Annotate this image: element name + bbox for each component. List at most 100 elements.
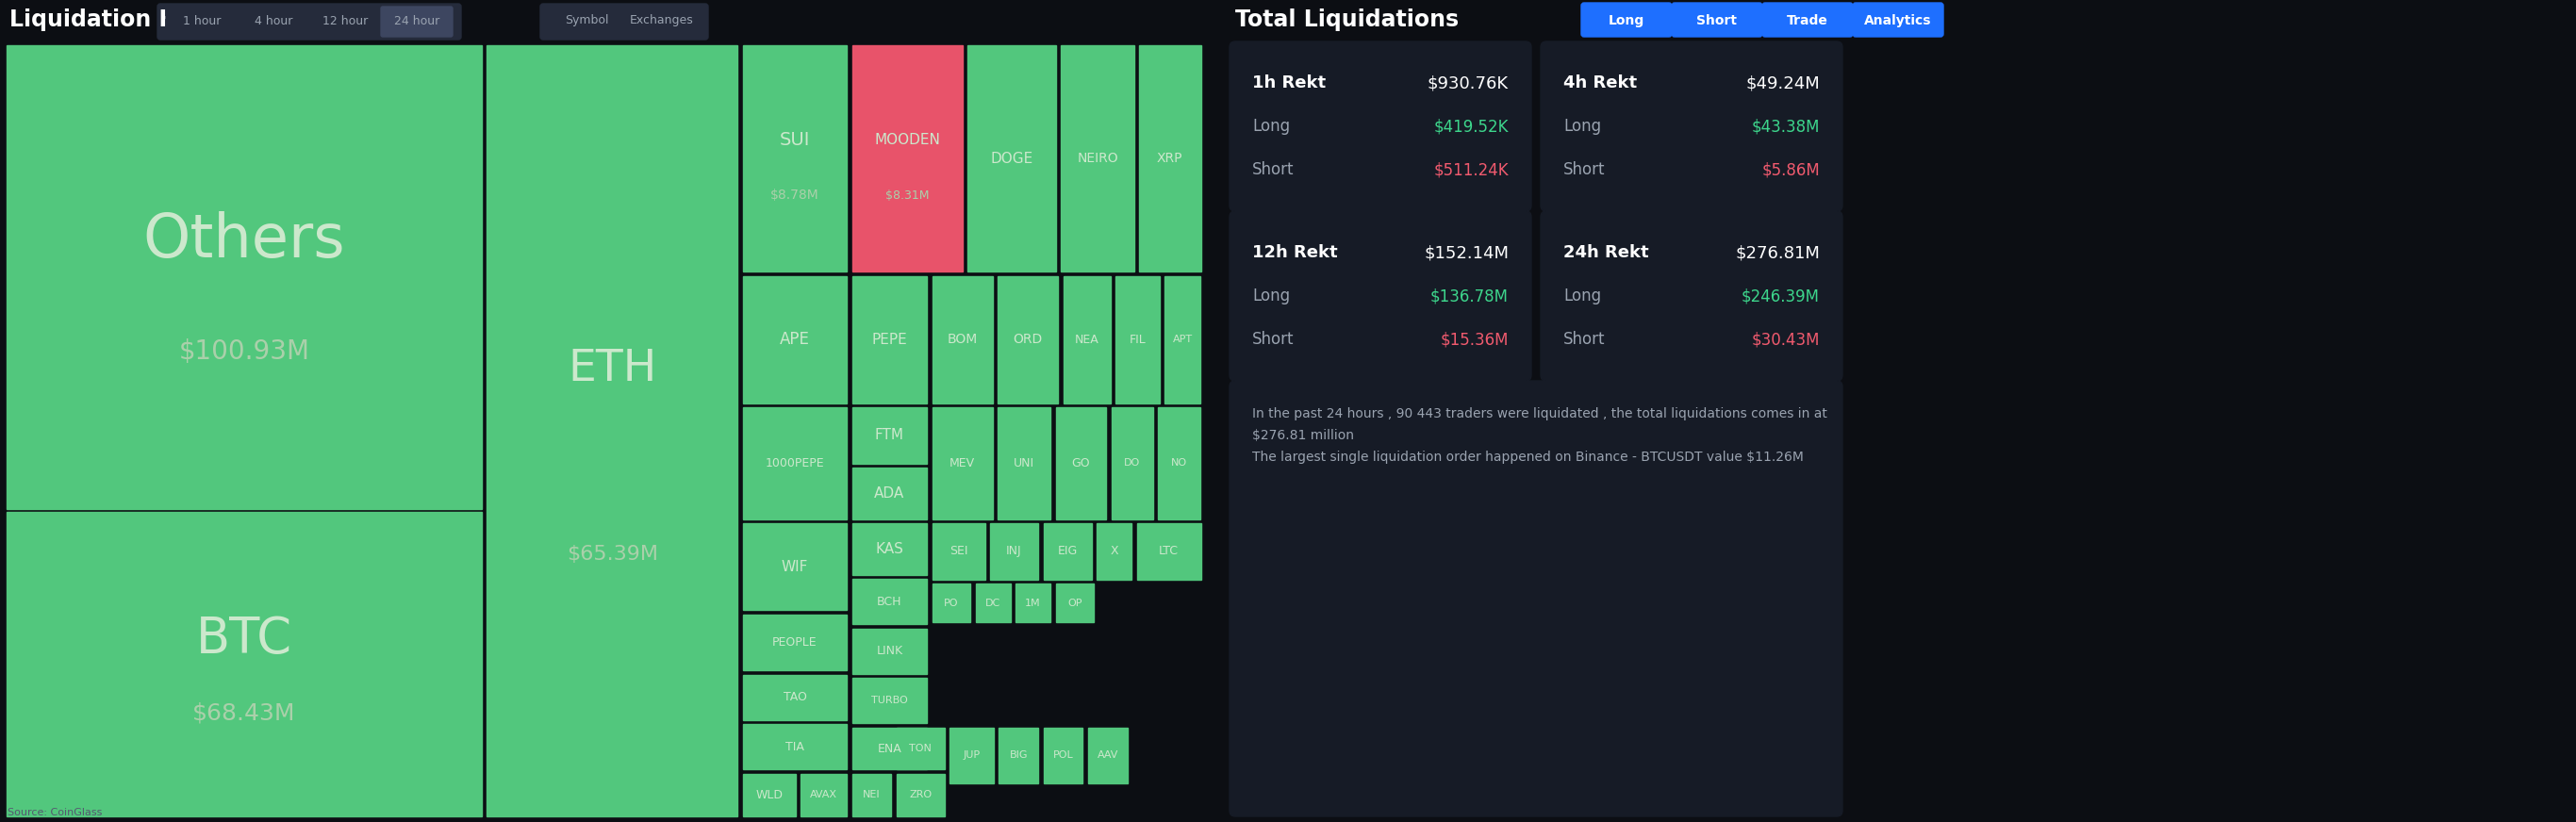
Text: WIF: WIF [781, 560, 809, 574]
Bar [933, 276, 992, 403]
Bar [742, 408, 848, 519]
Bar [742, 724, 848, 769]
Text: BIG: BIG [1010, 750, 1028, 760]
Bar [933, 524, 984, 580]
Text: TON: TON [909, 744, 933, 753]
Text: BTC: BTC [196, 615, 291, 664]
Text: JUP: JUP [963, 750, 981, 760]
Bar [1043, 727, 1082, 783]
Bar [933, 408, 992, 519]
Text: UNI: UNI [1015, 457, 1036, 469]
Bar [951, 727, 994, 783]
Text: EIG: EIG [1059, 545, 1077, 557]
Text: TURBO: TURBO [871, 696, 907, 705]
Text: 4 hour: 4 hour [255, 15, 294, 27]
Text: LTC: LTC [1159, 545, 1180, 557]
Text: INJ: INJ [1007, 545, 1023, 557]
Text: ADA: ADA [873, 487, 904, 501]
Text: $8.78M: $8.78M [770, 189, 819, 202]
Text: Long: Long [1252, 288, 1291, 304]
Bar [1164, 276, 1200, 403]
FancyBboxPatch shape [1229, 41, 1530, 211]
Bar [0, 0, 2576, 39]
Text: OP: OP [1066, 598, 1082, 608]
Bar [1015, 584, 1051, 622]
Text: XRP: XRP [1157, 152, 1182, 165]
Text: $68.43M: $68.43M [193, 702, 296, 724]
Text: 24h Rekt: 24h Rekt [1564, 244, 1649, 261]
Bar [742, 774, 796, 816]
Bar [853, 678, 927, 723]
Bar [1097, 524, 1131, 580]
Text: 12 hour: 12 hour [322, 15, 368, 27]
Text: $419.52K: $419.52K [1435, 118, 1510, 135]
Text: 24 hour: 24 hour [394, 15, 440, 27]
Text: BOM: BOM [948, 333, 976, 346]
Bar [1056, 584, 1095, 622]
Text: Short: Short [1698, 14, 1736, 27]
Bar [742, 524, 848, 610]
Text: $100.93M: $100.93M [178, 339, 309, 365]
Text: Short: Short [1564, 331, 1605, 348]
Bar [853, 408, 927, 464]
Text: FIL: FIL [1128, 334, 1146, 346]
Text: GO: GO [1072, 457, 1090, 469]
Text: $930.76K: $930.76K [1427, 75, 1510, 91]
FancyBboxPatch shape [1762, 2, 1852, 37]
Text: Short: Short [1252, 331, 1293, 348]
Text: $5.86M: $5.86M [1762, 161, 1819, 178]
Bar [853, 727, 927, 769]
FancyBboxPatch shape [165, 7, 237, 37]
Bar [5, 46, 482, 509]
Text: Long: Long [1607, 14, 1643, 27]
Text: Source: CoinGlass: Source: CoinGlass [8, 808, 103, 817]
Text: Long: Long [1252, 118, 1291, 135]
Bar [1064, 276, 1110, 403]
Text: Total Liquidations: Total Liquidations [1236, 8, 1458, 31]
Text: DO: DO [1123, 459, 1141, 468]
Text: DOGE: DOGE [992, 151, 1033, 166]
Bar [853, 46, 963, 272]
Bar [853, 524, 927, 575]
Text: $43.38M: $43.38M [1752, 118, 1819, 135]
Bar [487, 46, 737, 816]
Text: TAO: TAO [783, 691, 806, 704]
FancyBboxPatch shape [1672, 2, 1762, 37]
Text: 12h Rekt: 12h Rekt [1252, 244, 1337, 261]
Bar [896, 774, 945, 816]
Text: ZRO: ZRO [909, 790, 933, 800]
Bar [853, 276, 927, 403]
FancyBboxPatch shape [309, 7, 381, 37]
Text: Liquidation Heatmap: Liquidation Heatmap [10, 8, 273, 31]
FancyBboxPatch shape [1229, 381, 1842, 816]
Bar [1056, 408, 1105, 519]
Text: KAS: KAS [876, 542, 904, 556]
Text: In the past 24 hours , 90 443 traders were liquidated , the total liquidations c: In the past 24 hours , 90 443 traders we… [1252, 407, 1826, 464]
Text: DC: DC [984, 598, 999, 608]
Text: MEV: MEV [951, 457, 976, 469]
Text: APE: APE [781, 331, 809, 348]
Bar [989, 524, 1038, 580]
Text: WLD: WLD [755, 789, 783, 801]
Text: $65.39M: $65.39M [567, 545, 657, 564]
FancyBboxPatch shape [381, 7, 453, 37]
Text: Short: Short [1564, 161, 1605, 178]
FancyBboxPatch shape [1229, 211, 1530, 381]
Text: ENA: ENA [878, 742, 902, 755]
Text: SUI: SUI [781, 132, 809, 150]
Bar [1043, 524, 1092, 580]
Text: NEIRO: NEIRO [1077, 152, 1118, 165]
Bar [742, 675, 848, 720]
Text: 4h Rekt: 4h Rekt [1564, 75, 1636, 91]
Text: POL: POL [1054, 750, 1074, 760]
Bar [742, 276, 848, 403]
Bar [5, 512, 482, 816]
Bar [1110, 408, 1154, 519]
Text: TIA: TIA [786, 741, 804, 753]
Bar [853, 579, 927, 624]
FancyBboxPatch shape [549, 7, 623, 37]
Bar [742, 46, 848, 272]
Text: $246.39M: $246.39M [1741, 288, 1819, 304]
Bar [853, 629, 927, 674]
Bar [896, 727, 945, 769]
